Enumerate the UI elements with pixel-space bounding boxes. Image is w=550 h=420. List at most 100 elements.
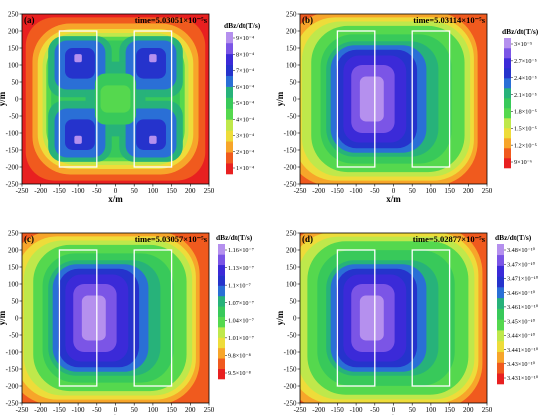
y-tick-label: 200 (8, 27, 19, 35)
colorbar-tick-label: 1.04×10⁻⁷ (228, 317, 254, 324)
loop-outline-1 (58, 249, 98, 387)
y-tick-label: -250 (6, 399, 19, 407)
colorbar-segment (504, 68, 511, 79)
y-tick-label: -200 (284, 163, 297, 171)
y-tick-label: -100 (284, 348, 297, 356)
colorbar-segment (497, 340, 504, 352)
colorbar-segment (504, 158, 511, 169)
x-tick-label: 50 (409, 406, 417, 414)
y-axis-label: y/m (0, 91, 7, 106)
contour-region (359, 76, 384, 122)
colorbar-tick-label: 9×10⁻⁴ (236, 35, 254, 42)
time-label: time=5.03057×10⁻⁵s (135, 234, 208, 244)
x-tick-label: 250 (204, 187, 215, 195)
contour-region (65, 48, 95, 79)
y-tick-label: -250 (284, 399, 297, 407)
colorbar-tick-label: 3.47×10⁻¹⁰ (507, 261, 536, 268)
x-tick-label: -250 (16, 406, 29, 414)
colorbar-segment (226, 130, 233, 142)
y-tick-label: 200 (286, 246, 297, 254)
y-tick-label: -200 (6, 163, 19, 171)
y-tick-label: 150 (286, 44, 297, 52)
y-tick-label: 50 (290, 78, 298, 86)
x-axis-label: x/m (386, 194, 401, 204)
x-tick-label: 50 (409, 187, 417, 195)
y-tick-label: -50 (287, 331, 297, 339)
colorbar-tick-label: 3.431×10⁻¹⁰ (507, 375, 539, 382)
panel-label: (d) (302, 234, 313, 244)
time-label: time=5.03114×10⁻⁵s (413, 15, 485, 25)
colorbar-segment (497, 265, 504, 277)
colorbar-segment (226, 86, 233, 98)
colorbar-segment (504, 118, 511, 129)
colorbar-segment (504, 128, 511, 139)
x-tick-label: 50 (131, 187, 139, 195)
colorbar-segment (226, 42, 233, 55)
y-tick-label: -100 (6, 348, 19, 356)
colorbar-segment (226, 163, 233, 175)
x-tick-label: 200 (185, 187, 196, 195)
contour-region (65, 119, 95, 150)
y-tick-label: -250 (6, 180, 19, 188)
x-tick-label: 150 (166, 187, 177, 195)
colorbar-segment (218, 306, 225, 317)
y-tick-label: 150 (8, 263, 19, 271)
x-tick-label: -200 (34, 187, 47, 195)
colorbar-segment (497, 287, 504, 299)
x-tick-label: -250 (294, 187, 307, 195)
y-tick-label: 250 (8, 10, 19, 18)
colorbar-tick-label: 3.43×10⁻¹⁰ (507, 361, 536, 368)
x-tick-label: 50 (131, 406, 139, 414)
x-tick-label: 0 (114, 187, 118, 195)
heatmap-plot-area (22, 233, 209, 403)
y-tick-label: 0 (293, 314, 297, 322)
x-tick-label: 200 (463, 187, 474, 195)
colorbar-segment (218, 347, 225, 359)
panel-label: (a) (24, 15, 35, 25)
y-tick-label: -150 (6, 365, 19, 373)
contour-region (359, 295, 384, 341)
x-tick-label: -100 (350, 406, 363, 414)
colorbar-segment (226, 141, 233, 153)
y-tick-label: 50 (12, 78, 20, 86)
x-tick-label: 150 (444, 406, 455, 414)
x-tick-label: 100 (148, 406, 159, 414)
y-tick-label: 100 (8, 61, 19, 69)
x-tick-label: -250 (16, 187, 29, 195)
y-tick-label: 150 (8, 44, 19, 52)
x-tick-label: -50 (370, 406, 380, 414)
x-tick-label: -150 (331, 187, 344, 195)
colorbar-title: dBz/dt(T/s) (216, 233, 253, 242)
colorbar-segment (497, 351, 504, 363)
y-tick-label: -50 (9, 331, 19, 339)
x-tick-label: 250 (482, 406, 493, 414)
colorbar-segment (504, 108, 511, 119)
y-tick-label: -50 (9, 112, 19, 120)
colorbar-segment (226, 152, 233, 164)
colorbar-segment (497, 373, 504, 385)
y-tick-label: 200 (8, 246, 19, 254)
colorbar-segment (226, 75, 233, 87)
colorbar-tick-label: 1×10⁻⁴ (236, 165, 254, 172)
x-tick-label: -250 (294, 406, 307, 414)
y-tick-label: -200 (6, 382, 19, 390)
colorbar-segment (504, 58, 511, 69)
x-tick-label: -100 (350, 187, 363, 195)
colorbar-segment (504, 138, 511, 149)
heatmap-plot-area (300, 14, 487, 184)
x-tick-label: 200 (185, 406, 196, 414)
x-tick-label: 100 (426, 406, 437, 414)
colorbar-segment (504, 38, 511, 49)
colorbar-segment (504, 48, 511, 59)
colorbar-segment (226, 32, 233, 44)
x-tick-label: 0 (392, 187, 396, 195)
loop-outline-1 (336, 249, 376, 387)
x-tick-label: 0 (392, 406, 396, 414)
colorbar-tick-label: 3.46×10⁻¹⁰ (507, 290, 536, 297)
colorbar-tick-label: 3.45×10⁻¹⁰ (507, 318, 536, 325)
colorbar-segment (218, 275, 225, 286)
x-tick-label: -150 (53, 406, 66, 414)
colorbar-segment (497, 362, 504, 374)
x-tick-label: 250 (204, 406, 215, 414)
colorbar-segment (504, 148, 511, 159)
